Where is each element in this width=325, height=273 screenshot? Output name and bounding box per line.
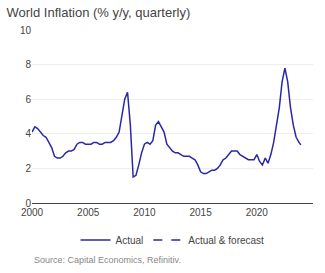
svg-text:6: 6 [25, 94, 31, 105]
svg-text:Actual: Actual [116, 235, 144, 246]
svg-text:0: 0 [25, 198, 31, 209]
svg-text:Actual & forecast: Actual & forecast [188, 235, 264, 246]
svg-text:2005: 2005 [77, 207, 100, 218]
svg-text:10: 10 [20, 25, 32, 36]
svg-text:2020: 2020 [246, 207, 269, 218]
svg-text:8: 8 [25, 59, 31, 70]
svg-text:2015: 2015 [189, 207, 212, 218]
svg-text:2010: 2010 [133, 207, 156, 218]
svg-text:4: 4 [25, 128, 31, 139]
svg-text:2000: 2000 [21, 207, 44, 218]
svg-text:Source: Capital Economics, Ref: Source: Capital Economics, Refinitiv. [34, 255, 181, 265]
svg-text:World Inflation (% y/y, quarte: World Inflation (% y/y, quarterly) [7, 5, 191, 20]
svg-text:2: 2 [25, 163, 31, 174]
